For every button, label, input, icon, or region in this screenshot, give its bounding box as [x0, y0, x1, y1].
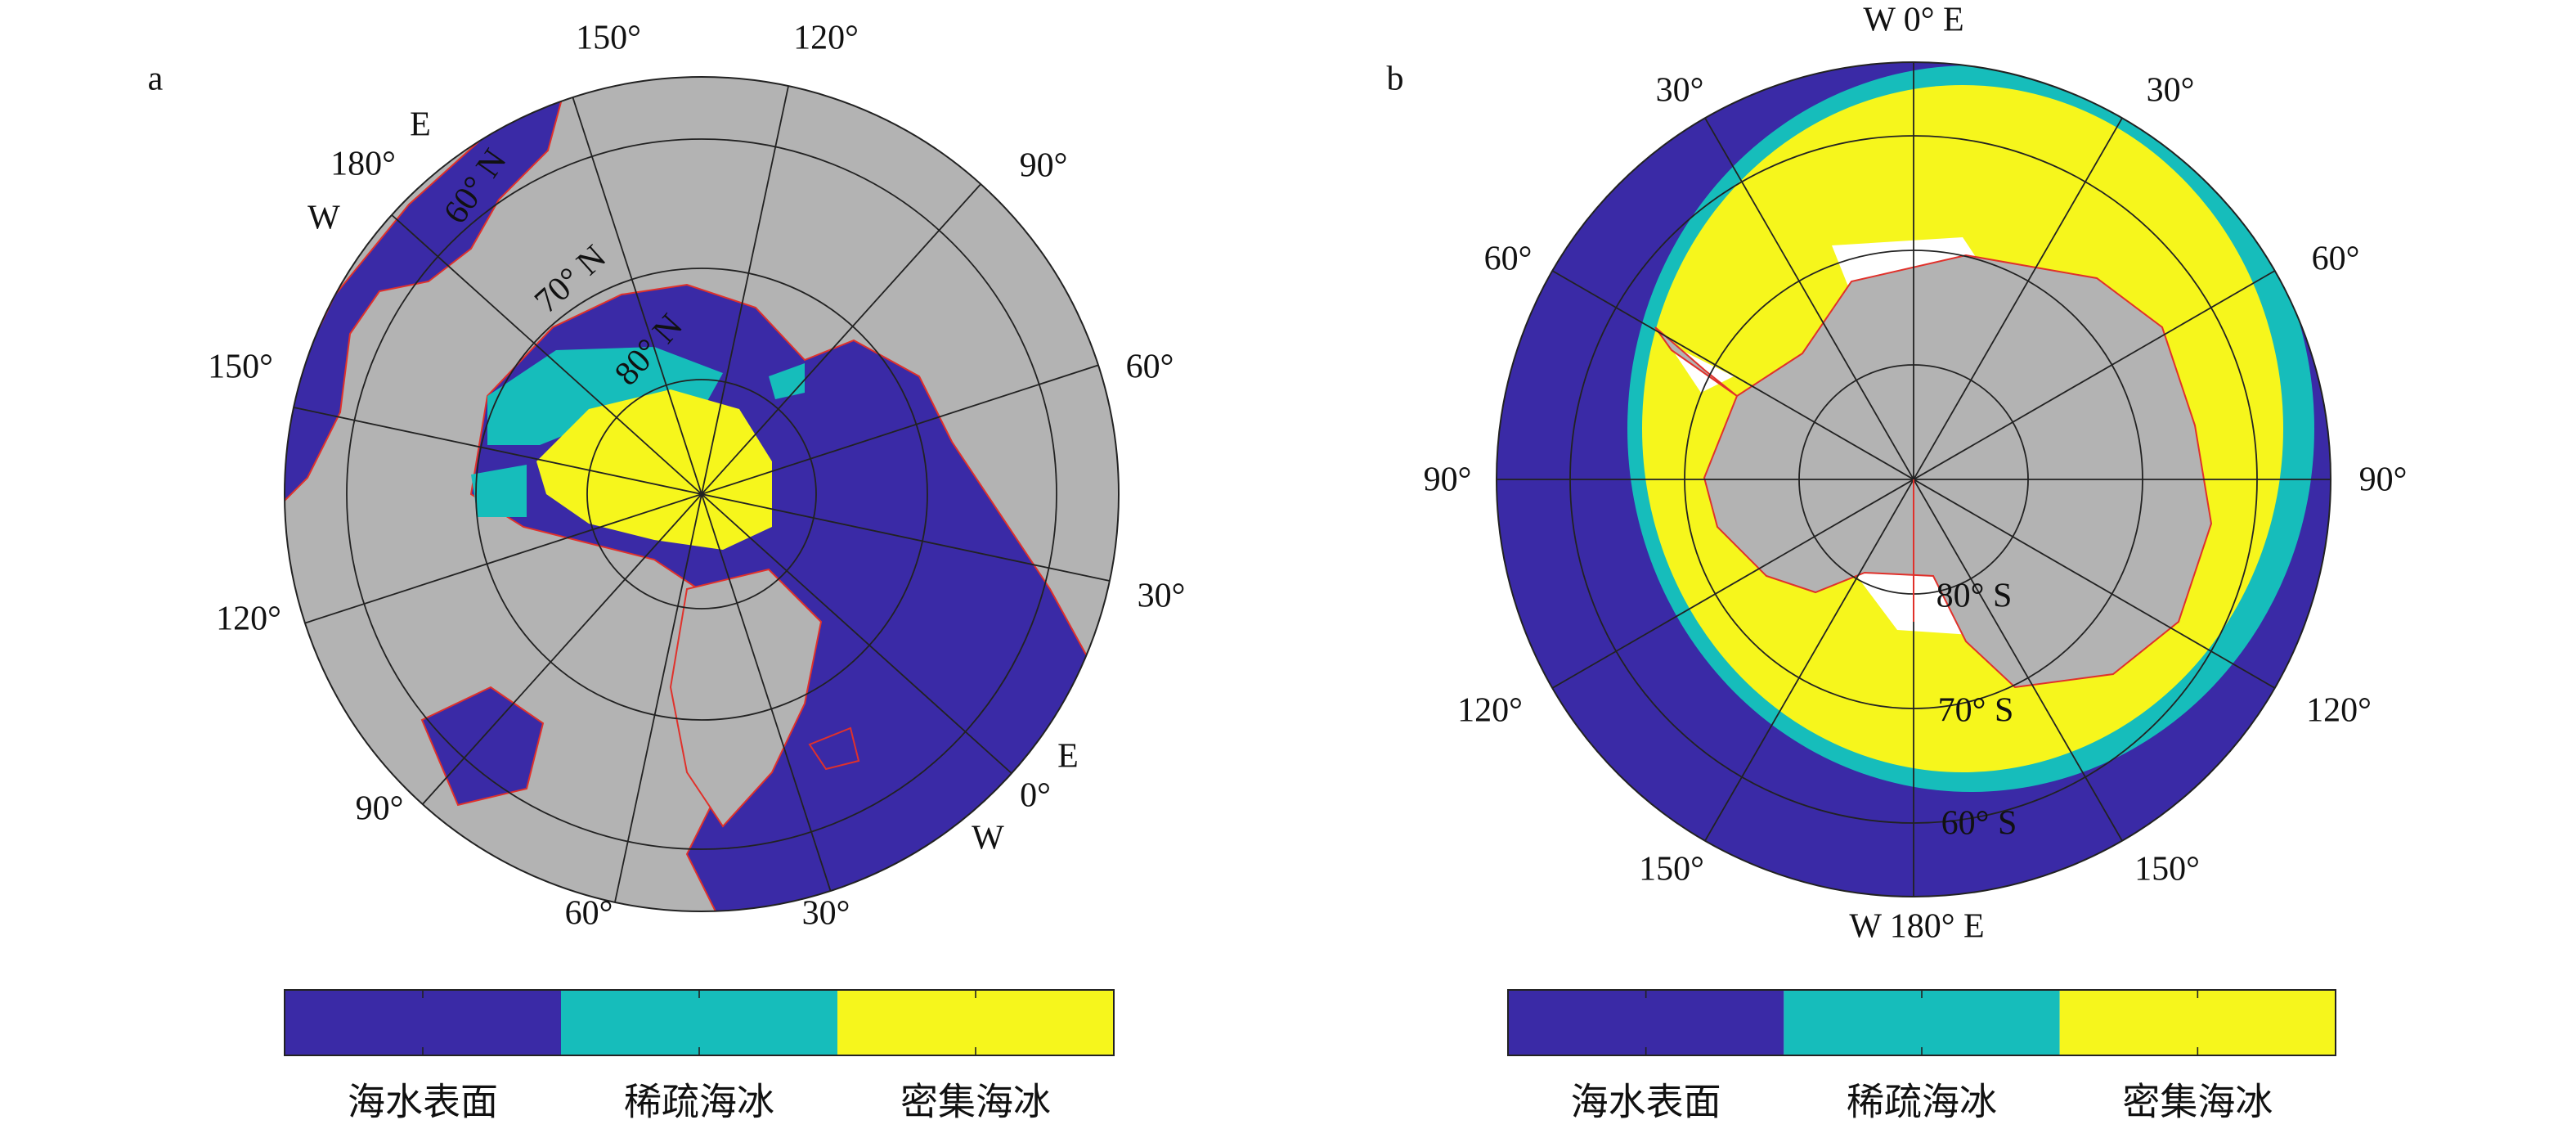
colorbar-label: 海水表面 — [1571, 1080, 1721, 1124]
parallel-label: 60° S — [1941, 805, 2017, 843]
colorbar-segment — [1508, 990, 1784, 1055]
colorbar-segment — [837, 990, 1114, 1055]
meridian-label: 150° — [208, 349, 273, 386]
meridian-label: 150° — [2134, 851, 2200, 888]
meridian-label: 60° — [1484, 241, 1533, 278]
meridian-label: 120° — [216, 600, 281, 638]
meridian-label: 60° — [1126, 349, 1174, 386]
meridian-label: 0° — [1020, 777, 1051, 815]
meridian-label: 120° — [2306, 692, 2372, 730]
dense-ice — [536, 389, 772, 550]
map-border — [1496, 61, 2331, 897]
parallel-label: 70° S — [1938, 692, 2014, 730]
meridian-label: 150° — [1639, 851, 1704, 888]
meridian — [293, 407, 1111, 582]
colorbar-label: 海水表面 — [348, 1080, 498, 1124]
peninsula — [1654, 326, 1738, 397]
meridian-label: 60° — [565, 895, 613, 933]
meridian-label: 90° — [1020, 147, 1068, 185]
antarctic-map — [1497, 62, 2331, 897]
colorbar-segment — [2059, 990, 2336, 1055]
colorbar-frame — [1507, 989, 2336, 1056]
meridian-label: W 0° E — [1863, 2, 1963, 39]
colorbar-label: 稀疏海冰 — [624, 1080, 774, 1124]
antarctica — [1703, 254, 2213, 689]
meridian-label: 150° — [576, 20, 641, 57]
colorbar-segment — [1784, 990, 2060, 1055]
meridian-label: 30° — [1138, 578, 1186, 615]
panel-label: a — [148, 61, 164, 98]
meridian-label: 60° — [2312, 241, 2360, 278]
meridian-label: 120° — [793, 20, 859, 57]
colorbar-label: 密集海冰 — [2122, 1080, 2273, 1124]
colorbar-label: 密集海冰 — [900, 1080, 1051, 1124]
meridian-label: W — [972, 820, 1004, 857]
greenland — [669, 568, 823, 828]
sparse-ice — [471, 347, 805, 517]
pacific-ocean — [285, 88, 566, 510]
parallel-label: 80° S — [1936, 578, 2013, 615]
meridian-label: 90° — [356, 790, 404, 828]
meridian-label: E — [1057, 738, 1079, 776]
meridian-label: 120° — [1457, 692, 1523, 730]
colorbar-segment — [285, 990, 561, 1055]
meridian-label: W 180° E — [1849, 908, 1984, 946]
meridian-label: 30° — [802, 895, 850, 933]
meridian-label: E — [410, 106, 431, 144]
graticule — [293, 85, 1111, 903]
colorbar-label: 稀疏海冰 — [1847, 1080, 1997, 1124]
arctic-map — [285, 77, 1119, 911]
hudson-bay — [420, 686, 545, 807]
meridian-label: 180° — [330, 146, 396, 183]
meridian-label: 30° — [2147, 72, 2195, 110]
meridian-label: 90° — [2359, 461, 2408, 499]
meridian-label: 30° — [1656, 72, 1704, 110]
colorbar-segment — [561, 990, 837, 1055]
meridian-label: W — [307, 200, 340, 237]
map-border — [284, 76, 1120, 912]
panel-label: b — [1387, 61, 1404, 98]
meridian-label: 90° — [1424, 461, 1472, 499]
colorbar-frame — [284, 989, 1115, 1056]
iceland-sea — [808, 726, 860, 771]
